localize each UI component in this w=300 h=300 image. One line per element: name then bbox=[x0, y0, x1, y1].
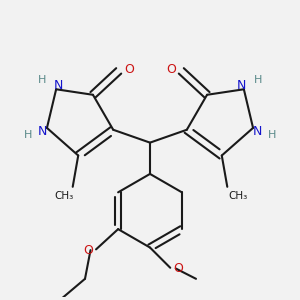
Text: H: H bbox=[38, 75, 46, 85]
Text: N: N bbox=[253, 125, 262, 138]
Text: N: N bbox=[54, 79, 63, 92]
Text: O: O bbox=[124, 62, 134, 76]
Text: O: O bbox=[166, 62, 176, 76]
Text: N: N bbox=[38, 125, 47, 138]
Text: CH₃: CH₃ bbox=[54, 191, 73, 201]
Text: CH₃: CH₃ bbox=[229, 191, 248, 201]
Text: N: N bbox=[237, 79, 246, 92]
Text: H: H bbox=[268, 130, 276, 140]
Text: H: H bbox=[24, 130, 32, 140]
Text: O: O bbox=[83, 244, 93, 257]
Text: O: O bbox=[173, 262, 183, 275]
Text: H: H bbox=[254, 75, 262, 85]
